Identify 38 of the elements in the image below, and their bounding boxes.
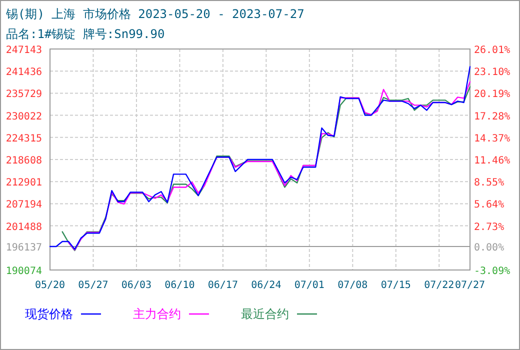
legend-label: 现货价格: [25, 307, 73, 321]
y2-tick-label: 8.55%: [474, 178, 504, 189]
y-tick-label: 190074: [6, 266, 42, 277]
x-tick-label: 06/10: [164, 280, 195, 291]
y-tick-label: 235729: [6, 89, 42, 100]
y-tick-label: 218608: [6, 156, 42, 166]
x-tick-label: 05/20: [34, 280, 66, 291]
x-tick-label: 07/27: [454, 280, 486, 291]
y2-tick-label: 23.10%: [474, 67, 510, 78]
y-tick-label: 201488: [6, 222, 42, 233]
y-tick-label: 247143: [6, 45, 42, 56]
y2-tick-label: 5.64%: [474, 200, 504, 211]
x-tick-label: 07/22: [424, 280, 454, 291]
y-tick-label: 224315: [6, 133, 42, 144]
legend-label: 最近合约: [241, 307, 289, 321]
y-tick-label: 212901: [6, 178, 42, 189]
y2-tick-label: 2.73%: [474, 222, 504, 233]
y2-tick-label: -3.09%: [474, 266, 510, 277]
chart-subtitle: 品名:1#锡锭 牌号:Sn99.90: [6, 27, 165, 41]
y-tick-label: 241436: [6, 67, 42, 78]
chart-title: 锡(期) 上海 市场价格 2023-05-20 - 2023-07-27: [5, 7, 304, 21]
x-tick-label: 05/27: [78, 280, 108, 291]
y-tick-label: 207194: [6, 200, 42, 211]
legend-label: 主力合约: [133, 307, 181, 321]
y2-tick-label: 26.01%: [474, 45, 510, 56]
y-tick-label: 230022: [6, 111, 42, 122]
y2-tick-label: 11.46%: [474, 156, 510, 166]
x-tick-label: 06/24: [251, 280, 282, 291]
x-tick-label: 07/01: [294, 280, 324, 291]
x-tick-label: 07/15: [380, 280, 411, 291]
x-tick-label: 06/03: [121, 280, 152, 291]
x-tick-label: 07/08: [338, 280, 368, 291]
y2-tick-label: 20.19%: [474, 89, 510, 100]
y2-tick-label: 0.00%: [474, 242, 504, 254]
y2-tick-label: 14.37%: [474, 133, 510, 144]
x-tick-label: 06/17: [208, 280, 238, 291]
y2-tick-label: 17.28%: [474, 111, 510, 122]
y-tick-label: 196137: [6, 242, 42, 254]
